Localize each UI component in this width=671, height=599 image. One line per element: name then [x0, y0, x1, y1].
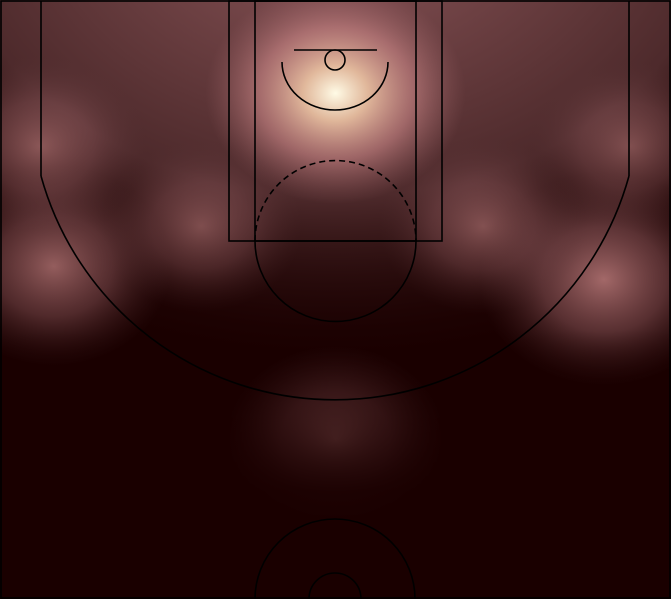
inner-paint-box: [254, 0, 417, 242]
center-circle-outer: [254, 518, 416, 599]
three-point-arc: [40, 175, 630, 401]
free-throw-circle-top-dashed: [254, 159, 417, 242]
hoop-rim: [324, 49, 346, 71]
center-circle-inner: [308, 572, 362, 599]
restricted-area-arc: [281, 61, 389, 111]
free-throw-circle-bottom: [254, 240, 417, 323]
